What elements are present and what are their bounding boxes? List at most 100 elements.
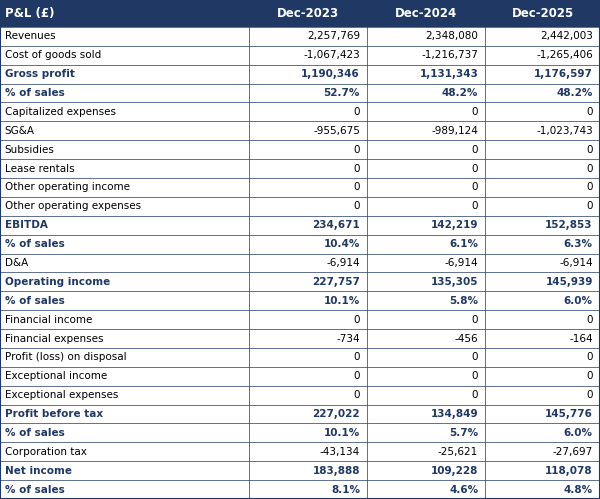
Text: % of sales: % of sales (5, 428, 65, 438)
Text: -1,067,423: -1,067,423 (303, 50, 360, 60)
FancyBboxPatch shape (0, 46, 600, 65)
FancyBboxPatch shape (0, 0, 600, 27)
FancyBboxPatch shape (0, 480, 600, 499)
FancyBboxPatch shape (0, 310, 600, 329)
Text: % of sales: % of sales (5, 296, 65, 306)
FancyBboxPatch shape (0, 461, 600, 480)
FancyBboxPatch shape (0, 102, 600, 121)
Text: 0: 0 (353, 183, 360, 193)
Text: 2,257,769: 2,257,769 (307, 31, 360, 41)
Text: -25,621: -25,621 (438, 447, 478, 457)
Text: Gross profit: Gross profit (5, 69, 74, 79)
Text: Capitalized expenses: Capitalized expenses (5, 107, 116, 117)
Text: 152,853: 152,853 (545, 220, 593, 230)
Text: Operating income: Operating income (5, 277, 110, 287)
FancyBboxPatch shape (0, 386, 600, 405)
Text: 10.1%: 10.1% (324, 428, 360, 438)
Text: % of sales: % of sales (5, 485, 65, 495)
FancyBboxPatch shape (0, 405, 600, 424)
Text: -456: -456 (455, 333, 478, 343)
Text: 118,078: 118,078 (545, 466, 593, 476)
Text: 0: 0 (586, 107, 593, 117)
Text: -43,134: -43,134 (320, 447, 360, 457)
Text: Financial income: Financial income (5, 314, 92, 325)
Text: 0: 0 (472, 314, 478, 325)
Text: -1,216,737: -1,216,737 (421, 50, 478, 60)
FancyBboxPatch shape (0, 65, 600, 84)
Text: 0: 0 (353, 314, 360, 325)
Text: -6,914: -6,914 (326, 258, 360, 268)
Text: 4.8%: 4.8% (563, 485, 593, 495)
Text: Profit before tax: Profit before tax (5, 409, 103, 419)
FancyBboxPatch shape (0, 348, 600, 367)
Text: 2,442,003: 2,442,003 (540, 31, 593, 41)
Text: 5.8%: 5.8% (449, 296, 478, 306)
Text: 10.1%: 10.1% (324, 296, 360, 306)
Text: 6.1%: 6.1% (449, 239, 478, 249)
Text: 135,305: 135,305 (431, 277, 478, 287)
Text: Subsidies: Subsidies (5, 145, 55, 155)
Text: % of sales: % of sales (5, 239, 65, 249)
Text: 0: 0 (472, 371, 478, 381)
Text: 0: 0 (586, 145, 593, 155)
Text: 0: 0 (472, 164, 478, 174)
Text: 0: 0 (353, 164, 360, 174)
Text: 134,849: 134,849 (431, 409, 478, 419)
FancyBboxPatch shape (0, 121, 600, 140)
Text: 8.1%: 8.1% (331, 485, 360, 495)
FancyBboxPatch shape (0, 253, 600, 272)
Text: 48.2%: 48.2% (442, 88, 478, 98)
Text: 1,131,343: 1,131,343 (419, 69, 478, 79)
Text: 0: 0 (472, 145, 478, 155)
Text: 6.0%: 6.0% (564, 428, 593, 438)
Text: 6.3%: 6.3% (564, 239, 593, 249)
Text: Revenues: Revenues (5, 31, 55, 41)
Text: -27,697: -27,697 (553, 447, 593, 457)
Text: Dec-2024: Dec-2024 (395, 7, 457, 20)
Text: 227,757: 227,757 (312, 277, 360, 287)
Text: Dec-2023: Dec-2023 (277, 7, 339, 20)
Text: 0: 0 (472, 201, 478, 212)
Text: -6,914: -6,914 (445, 258, 478, 268)
Text: 0: 0 (353, 390, 360, 400)
FancyBboxPatch shape (0, 329, 600, 348)
Text: 109,228: 109,228 (431, 466, 478, 476)
FancyBboxPatch shape (0, 178, 600, 197)
Text: 0: 0 (586, 201, 593, 212)
Text: 0: 0 (586, 390, 593, 400)
FancyBboxPatch shape (0, 291, 600, 310)
FancyBboxPatch shape (0, 367, 600, 386)
Text: Exceptional income: Exceptional income (5, 371, 107, 381)
Text: -955,675: -955,675 (313, 126, 360, 136)
Text: 0: 0 (472, 107, 478, 117)
Text: D&A: D&A (5, 258, 28, 268)
Text: -1,023,743: -1,023,743 (536, 126, 593, 136)
Text: Cost of goods sold: Cost of goods sold (5, 50, 101, 60)
Text: 1,190,346: 1,190,346 (301, 69, 360, 79)
Text: 145,939: 145,939 (545, 277, 593, 287)
FancyBboxPatch shape (0, 272, 600, 291)
Text: Other operating income: Other operating income (5, 183, 130, 193)
Text: -734: -734 (337, 333, 360, 343)
Text: 0: 0 (472, 390, 478, 400)
Text: 4.6%: 4.6% (449, 485, 478, 495)
Text: -6,914: -6,914 (559, 258, 593, 268)
Text: EBITDA: EBITDA (5, 220, 47, 230)
Text: 0: 0 (586, 164, 593, 174)
Text: Financial expenses: Financial expenses (5, 333, 103, 343)
Text: 0: 0 (353, 352, 360, 362)
Text: 0: 0 (353, 201, 360, 212)
Text: 145,776: 145,776 (545, 409, 593, 419)
Text: 234,671: 234,671 (312, 220, 360, 230)
Text: 0: 0 (353, 145, 360, 155)
Text: P&L (£): P&L (£) (5, 7, 54, 20)
Text: Other operating expenses: Other operating expenses (5, 201, 141, 212)
Text: 0: 0 (353, 371, 360, 381)
Text: 0: 0 (586, 371, 593, 381)
Text: 227,022: 227,022 (313, 409, 360, 419)
Text: 10.4%: 10.4% (323, 239, 360, 249)
Text: 48.2%: 48.2% (556, 88, 593, 98)
Text: -989,124: -989,124 (431, 126, 478, 136)
Text: 142,219: 142,219 (431, 220, 478, 230)
FancyBboxPatch shape (0, 424, 600, 442)
